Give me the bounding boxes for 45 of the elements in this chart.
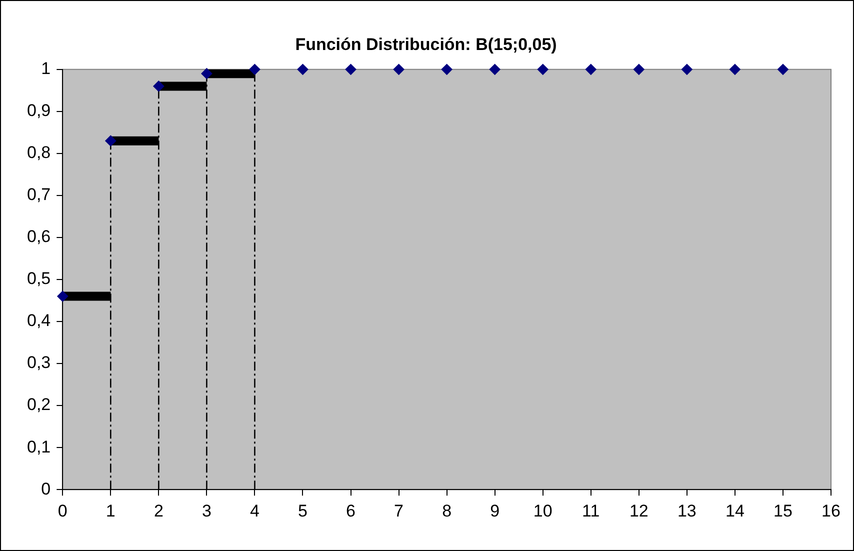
- y-tick-label: 0: [41, 479, 51, 498]
- y-tick-label: 0,1: [26, 437, 51, 456]
- x-tick-label: 5: [298, 501, 308, 520]
- x-tick-label: 11: [582, 501, 600, 520]
- x-tick-label: 15: [774, 501, 792, 520]
- point: [153, 80, 164, 92]
- y-tick-label: 0,8: [26, 143, 51, 162]
- y-tick-label: 0,9: [26, 101, 51, 120]
- x-tick-label: 7: [394, 501, 404, 520]
- x-tick-label: 9: [490, 501, 500, 520]
- y-tick-label: 0,7: [26, 185, 51, 204]
- y-tick-label: 0,4: [26, 311, 51, 330]
- x-tick-label: 2: [154, 501, 164, 520]
- x-tick-label: 14: [725, 501, 744, 520]
- y-tick-label: 0,6: [26, 227, 51, 246]
- y-tick-label: 1: [41, 59, 51, 78]
- x-tick-label: 0: [58, 501, 68, 520]
- point: [201, 68, 212, 80]
- x-tick-label: 8: [442, 501, 452, 520]
- point: [249, 64, 260, 75]
- x-tick-label: 6: [346, 501, 356, 520]
- point: [297, 64, 308, 75]
- x-tick-label: 10: [533, 501, 552, 520]
- y-tick-label: 0,5: [26, 269, 51, 288]
- y-tick-label: 0,2: [26, 395, 51, 414]
- point: [393, 64, 404, 75]
- point: [729, 64, 740, 75]
- point: [633, 64, 644, 75]
- point: [777, 64, 788, 75]
- point: [57, 290, 68, 302]
- chart-title: Función Distribución: B(15;0,05): [295, 34, 557, 54]
- point: [345, 64, 356, 75]
- y-tick-label: 0,3: [26, 353, 51, 372]
- point: [441, 64, 452, 75]
- x-tick-label: 4: [250, 501, 260, 520]
- point: [681, 64, 692, 75]
- point: [105, 135, 116, 146]
- x-tick-label: 13: [677, 501, 696, 520]
- x-tick-label: 12: [629, 501, 648, 520]
- point: [489, 64, 500, 75]
- point: [537, 64, 548, 75]
- point: [585, 64, 596, 75]
- x-tick-label: 16: [822, 501, 840, 520]
- x-tick-label: 3: [202, 501, 212, 520]
- x-tick-label: 1: [106, 501, 116, 520]
